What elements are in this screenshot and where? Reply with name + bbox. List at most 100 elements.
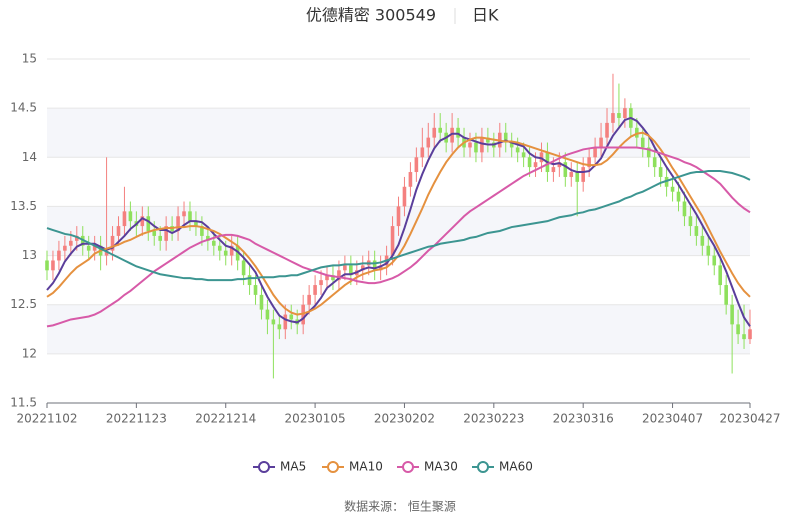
candle-body <box>229 245 234 256</box>
candle-body <box>736 324 740 335</box>
candle-body <box>676 191 681 202</box>
ma-line <box>46 116 751 327</box>
legend-marker <box>402 461 414 473</box>
candle-body <box>277 324 282 330</box>
candle-body <box>533 162 538 168</box>
candle-body <box>241 260 246 276</box>
candle-body <box>206 235 210 241</box>
candle-body <box>325 275 329 281</box>
candle-body <box>45 260 49 271</box>
candle-body <box>670 186 675 192</box>
candle-body <box>349 265 353 276</box>
candle-body <box>247 275 252 286</box>
candle-body <box>343 265 347 271</box>
candle-body <box>217 245 222 251</box>
candle-body <box>283 314 288 330</box>
candle-body <box>563 162 568 177</box>
candle-body <box>640 137 645 148</box>
legend-item[interactable]: MA60 <box>472 460 533 474</box>
y-tick-label: 13.5 <box>10 199 37 213</box>
candle-body <box>587 157 591 168</box>
y-tick-label: 14 <box>22 150 37 164</box>
legend-label: MA10 <box>349 460 383 474</box>
candle-body <box>575 172 580 182</box>
candle-body <box>235 245 240 261</box>
x-tick-label: 20221102 <box>16 412 77 426</box>
candle-body <box>372 260 377 271</box>
candle-body <box>515 147 520 153</box>
y-tick-label: 11.5 <box>10 396 37 410</box>
candle-body <box>438 127 443 133</box>
legend-item[interactable]: MA10 <box>322 460 383 474</box>
candle-body <box>152 231 157 236</box>
candle-body <box>521 152 526 158</box>
legend-marker <box>258 461 270 473</box>
candle-body <box>390 226 395 256</box>
x-tick-label: 20230105 <box>285 412 346 426</box>
candle-body <box>289 314 294 320</box>
candle-body <box>402 186 407 207</box>
y-tick-label: 13 <box>22 248 37 262</box>
legend-label: MA60 <box>499 460 533 474</box>
legend-label: MA5 <box>280 460 306 474</box>
candle-body <box>730 304 734 325</box>
candle-body <box>581 167 585 182</box>
legend-item[interactable]: MA30 <box>397 460 458 474</box>
candle-body <box>331 275 335 281</box>
candle-body <box>480 137 484 153</box>
candle-body <box>551 167 556 173</box>
candle-body <box>605 122 609 138</box>
candle-body <box>503 132 508 143</box>
ma-line <box>46 146 751 328</box>
candle-body <box>122 211 127 227</box>
candle-body <box>569 172 574 177</box>
candle-body <box>51 260 55 271</box>
candle-body <box>426 137 431 148</box>
candle-body <box>188 211 192 222</box>
legend-marker <box>477 461 489 473</box>
x-tick-label: 20230223 <box>463 412 524 426</box>
candle-body <box>724 285 728 305</box>
candle-body <box>378 265 383 271</box>
legend-marker <box>327 461 339 473</box>
chart-title: 优德精密 300549 <box>306 6 436 25</box>
source-note: 数据来源： 恒生聚源 <box>344 499 456 514</box>
x-tick-label: 20221123 <box>106 412 167 426</box>
candle-body <box>623 108 627 118</box>
candle-body <box>611 113 615 123</box>
candle-body <box>742 334 746 340</box>
y-tick-label: 15 <box>22 52 37 66</box>
candle-body <box>712 255 717 266</box>
candle-body <box>200 226 204 236</box>
legend-item[interactable]: MA5 <box>253 460 306 474</box>
candle-body <box>468 142 472 148</box>
candle-body <box>396 206 401 227</box>
candle-body <box>259 294 264 310</box>
candle-body <box>271 319 276 325</box>
candle-body <box>337 270 341 281</box>
candle-body <box>128 211 133 222</box>
candle-body <box>86 245 91 251</box>
candle-body <box>74 235 79 241</box>
candle-body <box>688 216 693 227</box>
x-tick-label: 20230427 <box>719 412 780 426</box>
candle-body <box>176 216 180 231</box>
candle-body <box>509 142 514 148</box>
candle-body <box>682 201 687 217</box>
x-tick-label: 20230202 <box>374 412 435 426</box>
candle-body <box>104 250 109 256</box>
candle-body <box>194 221 198 227</box>
x-tick-label: 20230316 <box>553 412 614 426</box>
candle-body <box>319 280 323 286</box>
candle-body <box>718 265 723 286</box>
candle-body <box>486 137 490 143</box>
y-tick-label: 12 <box>22 346 37 360</box>
candle-body <box>140 216 145 227</box>
candle-body <box>223 250 228 256</box>
candle-body <box>265 309 270 320</box>
y-tick-label: 12.5 <box>10 297 37 311</box>
candle-body <box>694 226 699 236</box>
candle-body <box>658 167 663 177</box>
candle-body <box>450 127 454 143</box>
